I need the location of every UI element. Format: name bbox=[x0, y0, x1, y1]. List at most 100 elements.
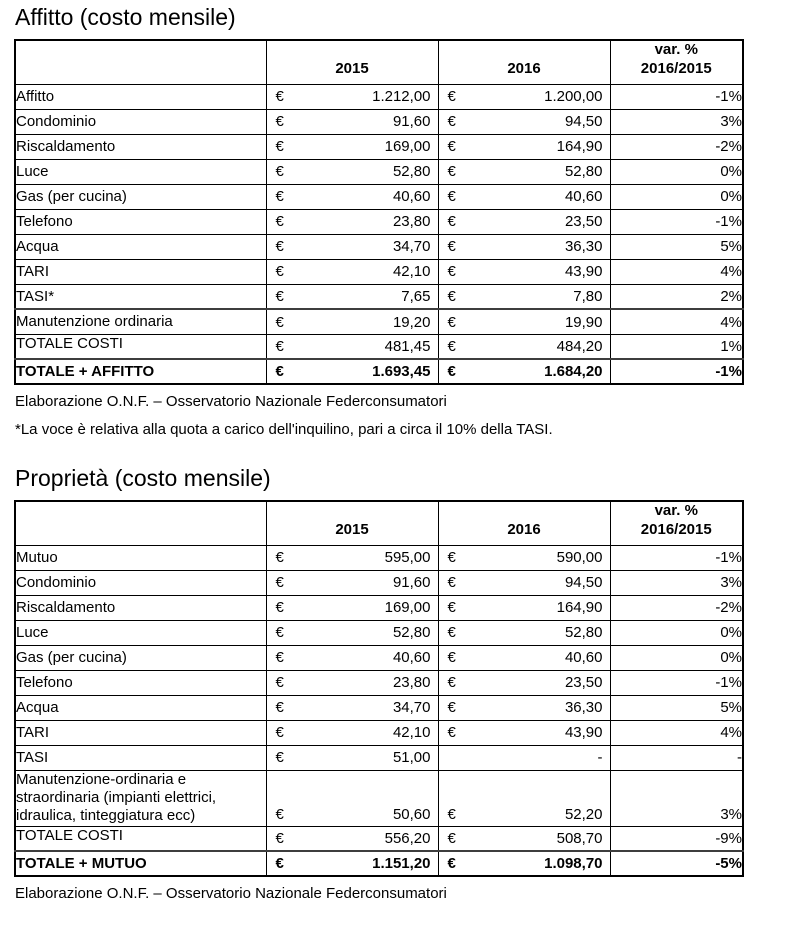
value-2015-cell: €23,80 bbox=[265, 669, 439, 696]
money-wrap: €508,70 bbox=[439, 830, 609, 847]
table-row: TOTALE + MUTUO €1.151,20 €1.098,70 -5% bbox=[14, 850, 744, 877]
value-2015-cell: €91,60 bbox=[265, 108, 439, 135]
amount-value: 52,80 bbox=[564, 163, 603, 181]
money-wrap: €40,60 bbox=[267, 649, 437, 666]
money-wrap: €43,90 bbox=[439, 263, 609, 280]
table-row: Telefono €23,80 €23,50 -1% bbox=[14, 669, 744, 696]
euro-sign: € bbox=[447, 674, 456, 692]
amount-value: 590,00 bbox=[556, 549, 603, 567]
value-2015-cell: €91,60 bbox=[265, 569, 439, 596]
money-wrap: €19,20 bbox=[267, 313, 437, 331]
row-label-cell: TASI bbox=[14, 744, 267, 771]
var-percent-cell: -9% bbox=[609, 825, 744, 852]
money-wrap: €36,30 bbox=[439, 238, 609, 255]
table-row: Manutenzione-ordinaria e straordinaria (… bbox=[14, 769, 744, 827]
var-percent-cell: -5% bbox=[609, 850, 744, 877]
value-2016-cell: €484,20 bbox=[437, 333, 611, 360]
euro-sign: € bbox=[275, 288, 284, 306]
row-label-cell: Telefono bbox=[14, 208, 267, 235]
table-row: Acqua €34,70 €36,30 5% bbox=[14, 233, 744, 260]
value-2016-cell: €23,50 bbox=[437, 208, 611, 235]
money-wrap: €94,50 bbox=[439, 574, 609, 592]
amount-value: 7,65 bbox=[401, 288, 431, 306]
euro-sign: € bbox=[275, 749, 284, 767]
money-wrap: €40,60 bbox=[439, 649, 609, 666]
euro-sign: € bbox=[275, 313, 284, 331]
money-wrap: €1.098,70 bbox=[439, 855, 609, 873]
amount-value: 1.098,70 bbox=[544, 855, 603, 873]
money-wrap: €1.684,20 bbox=[439, 363, 609, 381]
table-header-row: 2015 2016 var. % 2016/2015 bbox=[14, 39, 744, 85]
var-percent-cell: 4% bbox=[609, 308, 744, 335]
money-wrap: €164,90 bbox=[439, 599, 609, 616]
row-label-cell: Riscaldamento bbox=[14, 594, 267, 621]
amount-value: 1.151,20 bbox=[372, 855, 431, 873]
header-var-cell: var. % 2016/2015 bbox=[609, 39, 744, 85]
table-row: Riscaldamento €169,00 €164,90 -2% bbox=[14, 133, 744, 160]
euro-sign: € bbox=[275, 855, 284, 873]
table-row: Riscaldamento €169,00 €164,90 -2% bbox=[14, 594, 744, 621]
amount-value: 1.212,00 bbox=[372, 88, 431, 106]
var-percent-cell: -1% bbox=[609, 669, 744, 696]
table-row: TARI €42,10 €43,90 4% bbox=[14, 719, 744, 746]
amount-value: 164,90 bbox=[556, 138, 603, 156]
header-var-line2: 2016/2015 bbox=[640, 521, 712, 539]
row-label-cell: Telefono bbox=[14, 669, 267, 696]
value-2015-cell: €51,00 bbox=[265, 744, 439, 771]
money-wrap: €169,00 bbox=[267, 138, 437, 155]
header-2015-cell: 2015 bbox=[265, 500, 439, 546]
money-wrap: - bbox=[439, 749, 609, 767]
table-row: Gas (per cucina) €40,60 €40,60 0% bbox=[14, 644, 744, 671]
money-wrap: €23,80 bbox=[267, 674, 437, 691]
amount-value: 34,70 bbox=[392, 699, 431, 717]
value-2016-cell: €43,90 bbox=[437, 719, 611, 746]
row-label-cell: Condominio bbox=[14, 569, 267, 596]
euro-sign: € bbox=[275, 338, 284, 356]
money-wrap: €23,50 bbox=[439, 213, 609, 231]
value-2015-cell: €1.212,00 bbox=[265, 83, 439, 110]
money-wrap: €1.151,20 bbox=[267, 855, 437, 873]
euro-sign: € bbox=[447, 313, 456, 331]
value-2016-cell: €94,50 bbox=[437, 108, 611, 135]
money-wrap: €91,60 bbox=[267, 113, 437, 130]
value-2015-cell: €1.151,20 bbox=[265, 850, 439, 877]
amount-value: 595,00 bbox=[384, 549, 431, 567]
value-2015-cell: €42,10 bbox=[265, 258, 439, 285]
euro-sign: € bbox=[447, 363, 456, 381]
value-2016-cell: €7,80 bbox=[437, 283, 611, 310]
euro-sign: € bbox=[447, 574, 456, 592]
euro-sign: € bbox=[447, 724, 456, 742]
value-2016-cell: €36,30 bbox=[437, 233, 611, 260]
row-label-cell: Acqua bbox=[14, 694, 267, 721]
header-var-cell: var. % 2016/2015 bbox=[609, 500, 744, 546]
header-2016-cell: 2016 bbox=[437, 39, 611, 85]
value-2016-cell: €590,00 bbox=[437, 544, 611, 571]
value-2015-cell: €1.693,45 bbox=[265, 358, 439, 385]
euro-sign: € bbox=[447, 213, 456, 231]
amount-value: 23,80 bbox=[392, 213, 431, 231]
money-wrap: €19,90 bbox=[439, 313, 609, 331]
amount-value: 23,50 bbox=[564, 213, 603, 231]
money-wrap: €52,80 bbox=[267, 163, 437, 180]
value-2015-cell: €52,80 bbox=[265, 158, 439, 185]
table-row: Mutuo €595,00 €590,00 -1% bbox=[14, 544, 744, 571]
amount-value: 52,20 bbox=[564, 805, 603, 823]
header-var-line2: 2016/2015 bbox=[640, 60, 712, 78]
money-wrap: €23,50 bbox=[439, 674, 609, 692]
var-percent-cell: 5% bbox=[609, 233, 744, 260]
table-row: TOTALE + AFFITTO €1.693,45 €1.684,20 -1% bbox=[14, 358, 744, 385]
money-wrap: €484,20 bbox=[439, 338, 609, 356]
euro-sign: € bbox=[275, 624, 284, 642]
money-wrap: €164,90 bbox=[439, 138, 609, 156]
amount-value: 484,20 bbox=[556, 338, 603, 356]
proprieta-footnote-source: Elaborazione O.N.F. – Osservatorio Nazio… bbox=[15, 885, 447, 903]
euro-sign: € bbox=[447, 188, 456, 206]
var-percent-cell: 2% bbox=[609, 283, 744, 310]
table-row: TARI €42,10 €43,90 4% bbox=[14, 258, 744, 285]
money-wrap: €169,00 bbox=[267, 599, 437, 616]
money-wrap: €1.212,00 bbox=[267, 88, 437, 106]
row-label-cell: TOTALE COSTI bbox=[14, 825, 267, 852]
euro-sign: € bbox=[275, 805, 284, 823]
proprieta-table: 2015 2016 var. % 2016/2015 Mutuo €595,00 €590,… bbox=[14, 500, 744, 878]
amount-value: - bbox=[597, 749, 603, 767]
